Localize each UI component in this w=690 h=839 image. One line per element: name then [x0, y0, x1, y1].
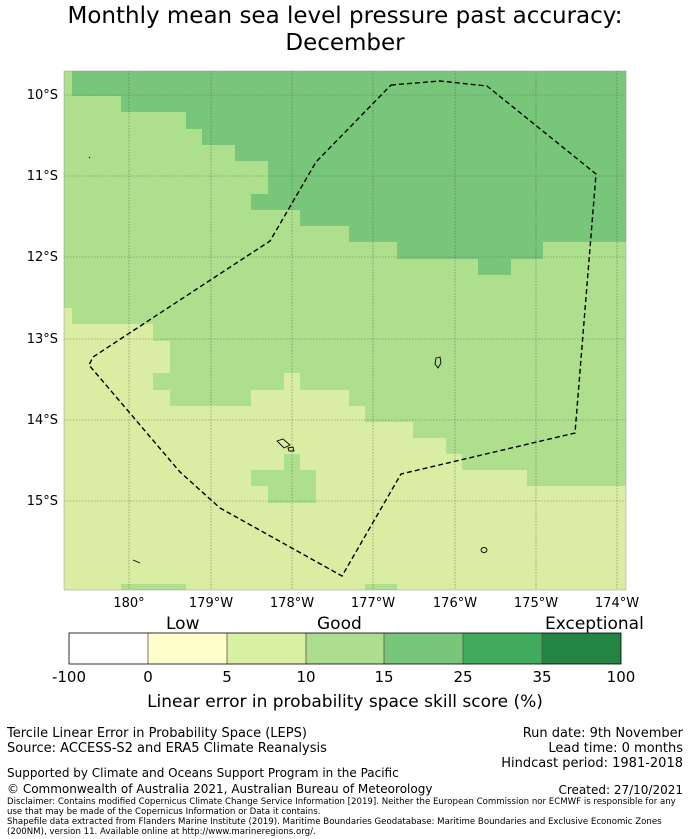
map-gridlines [64, 71, 626, 590]
copyright-line: © Commonwealth of Australia 2021, Austra… [7, 782, 433, 796]
map-frame [63, 70, 627, 591]
lon-label: 175°W [514, 596, 558, 611]
chart-title-line1: Monthly mean sea level pressure past acc… [67, 3, 623, 29]
colorbar-tick: 100 [606, 668, 636, 686]
lead-time: Lead time: 0 months [548, 741, 683, 756]
category-good: Good [317, 614, 362, 634]
colorbar-bin [384, 633, 463, 664]
island-alofi [287, 446, 295, 452]
lat-label: 12°S [27, 250, 58, 265]
colorbar-tick: 0 [143, 668, 153, 686]
lat-label: 10°S [27, 88, 58, 103]
skill-map: 10°S 11°S 12°S 13°S 14°S 15°S 180° 179°W… [27, 70, 639, 611]
island-northwest [88, 156, 91, 159]
map-patch-bottom-2 [365, 584, 397, 590]
support-line: Supported by Climate and Oceans Support … [7, 766, 399, 780]
disclaimer-block: Disclaimer: Contains modified Copernicus… [7, 797, 683, 837]
lon-label: 180° [113, 596, 144, 611]
map-region-high [64, 71, 626, 275]
lon-label: 174°W [595, 596, 639, 611]
island-uvea [434, 356, 442, 369]
method-line: Tercile Linear Error in Probability Spac… [7, 726, 307, 741]
source-line: Source: ACCESS-S2 and ERA5 Climate Reana… [7, 741, 327, 756]
category-exceptional: Exceptional [545, 614, 644, 634]
shapefile-credit: Shapefile data extracted from Flanders M… [7, 817, 662, 837]
colorbar-bin [306, 633, 384, 664]
lat-label: 11°S [27, 169, 58, 184]
colorbar-bin [227, 633, 306, 664]
colorbar-bin [148, 633, 227, 664]
hindcast-period: Hindcast period: 1981-2018 [501, 756, 683, 771]
run-date: Run date: 9th November [522, 726, 683, 741]
island-futuna [276, 438, 291, 449]
chart-title-line2: December [285, 30, 405, 56]
lat-label: 13°S [27, 332, 58, 347]
map-patch-bottom-1 [121, 584, 186, 590]
colorbar-tick: 15 [374, 668, 394, 686]
colorbar-tick: -100 [51, 668, 87, 686]
islands [88, 156, 488, 564]
disclaimer-text: Disclaimer: Contains modified Copernicus… [7, 797, 676, 817]
colorbar-tick: 35 [532, 668, 552, 686]
lon-label: 179°W [189, 596, 233, 611]
colorbar-title: Linear error in probability space skill … [147, 692, 543, 712]
created-date: Created: 27/10/2021 [558, 783, 683, 797]
colorbar-frame [68, 632, 622, 665]
lat-label: 15°S [27, 494, 58, 509]
lat-label: 14°S [27, 413, 58, 428]
lon-label: 178°W [270, 596, 314, 611]
island-west [132, 559, 141, 564]
colorbar-tick: 5 [222, 668, 232, 686]
map-patch-mid [251, 454, 316, 503]
island-east [480, 547, 488, 553]
colorbar-bin [69, 633, 148, 664]
colorbar-bin [542, 633, 621, 664]
lon-label: 176°W [433, 596, 477, 611]
colorbar-tick: 25 [453, 668, 473, 686]
lon-label: 177°W [351, 596, 395, 611]
colorbar [68, 632, 622, 665]
colorbar-tick: 10 [296, 668, 316, 686]
category-low: Low [166, 614, 200, 634]
colorbar-bin [463, 633, 542, 664]
eez-boundary [88, 80, 597, 577]
